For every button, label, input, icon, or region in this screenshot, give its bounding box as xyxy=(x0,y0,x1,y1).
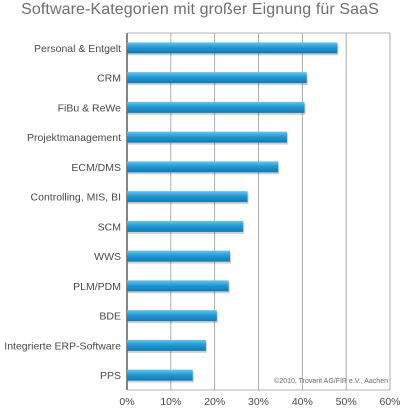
x-tick-label: 10% xyxy=(160,396,181,408)
category-label: ECM/DMS xyxy=(71,162,121,174)
bars xyxy=(127,42,339,383)
credit-label: ©2010, Trovarit AG/FIR e.V., Aachen xyxy=(274,377,388,385)
category-label: Projektmanagement xyxy=(27,132,121,144)
x-tick-label: 40% xyxy=(292,396,313,408)
category-label: FiBu & ReWe xyxy=(58,102,122,114)
category-label: WWS xyxy=(94,251,121,263)
x-tick-label: 50% xyxy=(336,396,357,408)
bar xyxy=(127,101,305,113)
bar xyxy=(127,369,193,381)
bar xyxy=(127,131,287,143)
x-tick-label: 30% xyxy=(248,396,269,408)
x-tick-label: 60% xyxy=(379,396,400,408)
x-tick-labels: 0% 10% 20% 30% 40% 50% 60% xyxy=(119,396,400,408)
bar xyxy=(127,72,307,84)
category-labels: Personal & Entgelt CRM FiBu & ReWe Projektm… xyxy=(4,43,121,382)
bar xyxy=(127,250,231,262)
bar xyxy=(127,191,248,203)
grid-lines xyxy=(126,32,391,391)
x-tick-label: 0% xyxy=(119,396,134,408)
bar xyxy=(127,280,229,292)
bar xyxy=(127,220,244,232)
category-label: PPS xyxy=(100,370,121,382)
category-label: CRM xyxy=(97,73,121,85)
x-tick-label: 20% xyxy=(204,396,225,408)
chart-title: Software-Kategorien mit großer Eignung f… xyxy=(21,1,379,18)
category-label: Personal & Entgelt xyxy=(34,43,121,55)
bar xyxy=(127,310,217,322)
category-label: BDE xyxy=(99,311,121,323)
bar xyxy=(127,42,338,54)
bar xyxy=(127,339,206,351)
bar xyxy=(127,161,279,173)
category-label: PLM/PDM xyxy=(73,281,121,293)
category-label: SCM xyxy=(98,221,121,233)
category-label: Integrierte ERP-Software xyxy=(4,340,121,352)
category-label: Controlling, MIS, BI xyxy=(31,192,121,204)
